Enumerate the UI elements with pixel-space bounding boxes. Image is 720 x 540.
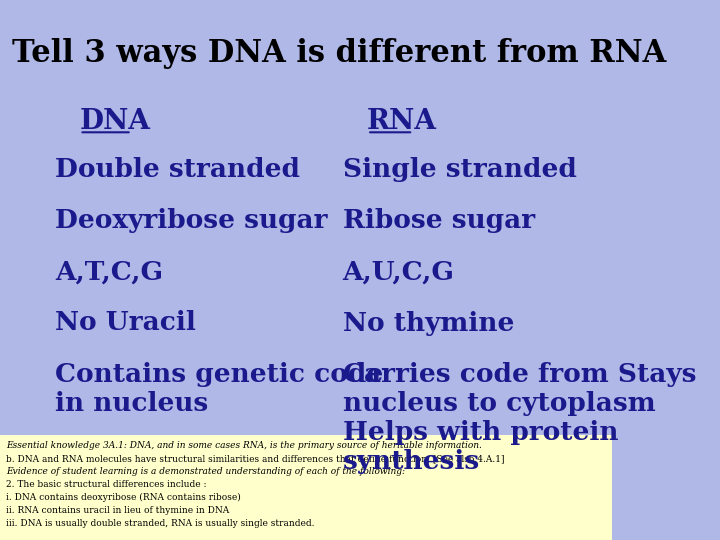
Text: ii. RNA contains uracil in lieu of thymine in DNA: ii. RNA contains uracil in lieu of thymi…	[6, 506, 230, 515]
Text: Essential knowledge 3A.1: DNA, and in some cases RNA, is the primary source of h: Essential knowledge 3A.1: DNA, and in so…	[6, 441, 482, 450]
Text: Ribose sugar: Ribose sugar	[343, 208, 535, 233]
Text: Evidence of student learning is a demonstrated understanding of each of the foll: Evidence of student learning is a demons…	[6, 467, 405, 476]
Text: Single stranded: Single stranded	[343, 157, 577, 181]
Text: A,T,C,G: A,T,C,G	[55, 259, 163, 284]
Text: b. DNA and RNA molecules have structural similarities and differences that defin: b. DNA and RNA molecules have structural…	[6, 454, 505, 463]
Text: No Uracil: No Uracil	[55, 310, 196, 335]
Text: 2. The basic structural differences include :: 2. The basic structural differences incl…	[6, 480, 207, 489]
Text: i. DNA contains deoxyribose (RNA contains ribose): i. DNA contains deoxyribose (RNA contain…	[6, 493, 241, 502]
Text: iii. DNA is usually double stranded, RNA is usually single stranded.: iii. DNA is usually double stranded, RNA…	[6, 519, 315, 528]
Text: RNA: RNA	[367, 108, 437, 135]
Text: A,U,C,G: A,U,C,G	[343, 259, 455, 284]
FancyBboxPatch shape	[0, 435, 612, 540]
Text: Double stranded: Double stranded	[55, 157, 300, 181]
Text: No thymine: No thymine	[343, 310, 514, 335]
Text: DNA: DNA	[80, 108, 150, 135]
Text: Contains genetic code
in nucleus: Contains genetic code in nucleus	[55, 362, 383, 416]
Text: Carries code from Stays
nucleus to cytoplasm
Helps with protein
synthesis: Carries code from Stays nucleus to cytop…	[343, 362, 696, 474]
Text: Deoxyribose sugar: Deoxyribose sugar	[55, 208, 328, 233]
Text: Tell 3 ways DNA is different from RNA: Tell 3 ways DNA is different from RNA	[12, 38, 667, 69]
